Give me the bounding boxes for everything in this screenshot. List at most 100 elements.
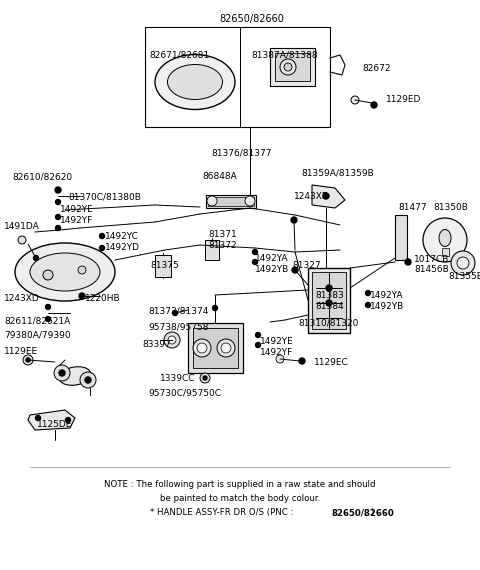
Text: 1129EE: 1129EE [4,347,38,356]
Text: 1492YA: 1492YA [370,291,404,300]
Circle shape [371,102,377,108]
Text: 81375: 81375 [151,261,180,270]
Text: 81355B: 81355B [448,272,480,281]
Circle shape [292,267,298,273]
Text: 1492YF: 1492YF [60,216,93,225]
Text: 1339CC: 1339CC [160,374,195,383]
Circle shape [34,255,38,260]
Circle shape [55,187,61,193]
Ellipse shape [439,230,451,246]
Text: 82611/82621A: 82611/82621A [4,316,70,325]
Text: 82650/82660: 82650/82660 [219,14,285,24]
Bar [312,272,346,329]
Circle shape [365,303,371,307]
Text: NOTE : The following part is supplied in a raw state and should: NOTE : The following part is supplied in… [104,480,376,489]
Text: 1492YE: 1492YE [260,337,294,346]
Circle shape [213,306,217,311]
Circle shape [291,217,297,223]
Text: 81370C/81380B: 81370C/81380B [69,192,142,201]
Text: 81384: 81384 [315,302,344,311]
Circle shape [56,226,60,230]
Circle shape [99,234,105,238]
Circle shape [85,377,91,383]
Circle shape [56,214,60,219]
Text: 82610/82620: 82610/82620 [12,172,72,181]
Text: 1492YE: 1492YE [60,205,94,214]
Bar [208,197,254,206]
Text: be painted to match the body colour.: be painted to match the body colour. [160,494,320,503]
Text: 81383: 81383 [315,291,344,300]
Circle shape [217,339,235,357]
Text: 1492YF: 1492YF [260,348,293,357]
Bar [188,323,243,373]
Circle shape [405,259,411,265]
Bar [155,255,171,277]
Text: 82672: 82672 [362,64,391,73]
Circle shape [54,365,70,381]
Circle shape [18,236,26,244]
Text: 81310/81320: 81310/81320 [298,319,359,328]
Circle shape [172,311,178,316]
Circle shape [326,285,332,291]
Circle shape [221,343,231,353]
Bar [270,48,315,86]
Text: 81477: 81477 [398,203,427,212]
Bar [275,53,310,81]
Circle shape [252,259,257,264]
Circle shape [79,293,85,299]
Text: 81376/81377: 81376/81377 [212,148,272,157]
Circle shape [365,291,371,295]
Text: 81327: 81327 [292,261,321,270]
Circle shape [46,316,50,321]
Circle shape [59,370,65,376]
Ellipse shape [59,367,91,385]
Circle shape [200,373,210,383]
Circle shape [255,332,261,337]
Circle shape [203,376,207,380]
Circle shape [457,257,469,269]
Circle shape [207,196,217,206]
Circle shape [46,304,50,310]
Text: 81387A/81388: 81387A/81388 [252,50,318,59]
Bar [308,268,350,333]
Circle shape [193,339,211,357]
Circle shape [276,355,284,363]
Text: 83397: 83397 [142,340,171,349]
Bar [442,248,448,256]
Bar [193,328,238,368]
Text: * HANDLE ASSY-FR DR O/S (PNC :: * HANDLE ASSY-FR DR O/S (PNC : [150,508,296,517]
Bar [395,215,407,260]
Circle shape [280,59,296,75]
Text: 1220HB: 1220HB [85,294,120,303]
Text: 1492YB: 1492YB [255,265,289,274]
Circle shape [252,250,257,254]
Circle shape [326,300,332,306]
Text: 81359A/81359B: 81359A/81359B [301,168,374,177]
Text: 81350B: 81350B [433,203,468,212]
Text: 1492YA: 1492YA [255,254,288,263]
Text: 81371: 81371 [208,230,237,239]
Text: 81373/81374: 81373/81374 [148,307,208,316]
Circle shape [323,193,329,199]
Text: 82671/82681: 82671/82681 [150,50,210,59]
Text: 1492YC: 1492YC [105,232,139,241]
Bar [145,27,330,127]
Circle shape [451,251,475,275]
Bar [205,240,219,260]
Circle shape [65,417,71,422]
Text: 1243XD: 1243XD [4,294,40,303]
Text: 1129ED: 1129ED [386,95,421,104]
Polygon shape [312,185,345,208]
Circle shape [168,336,176,344]
Text: 1125DE: 1125DE [37,420,72,429]
Circle shape [43,270,53,280]
Circle shape [23,355,33,365]
Circle shape [284,63,292,71]
Text: 82650/82660: 82650/82660 [332,508,395,517]
Circle shape [255,343,261,348]
Text: 95738/95758: 95738/95758 [148,322,208,331]
Text: 1491DA: 1491DA [4,222,40,231]
Bar [206,195,256,208]
Circle shape [56,200,60,205]
Text: 1129EC: 1129EC [314,358,349,367]
